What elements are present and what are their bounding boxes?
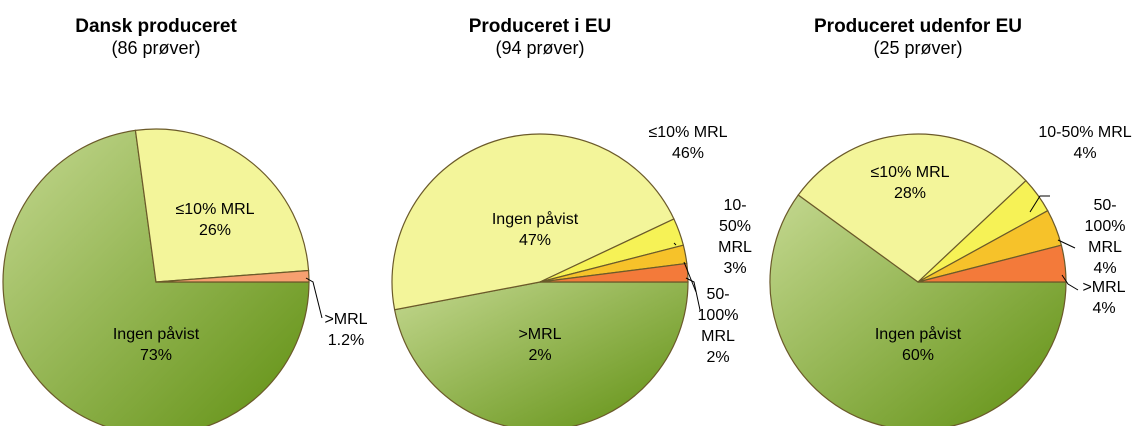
slice-label: 10-50% MRL 4% — [1030, 122, 1136, 164]
category-label: Ingen påvist — [491, 211, 579, 228]
slice-label: 50-100% MRL 4% — [1083, 195, 1127, 279]
category-label: ≤10% MRL — [870, 164, 950, 181]
chart-header: Produceret udenfor EU (25 prøver) — [814, 16, 1022, 58]
slice-label: Ingen påvist 60% — [858, 324, 978, 366]
value-label: 2% — [706, 349, 730, 366]
slice-label: Ingen påvist 73% — [96, 324, 216, 366]
category-label: >MRL — [1082, 279, 1126, 296]
pie-slice — [393, 281, 689, 426]
pie-slice — [797, 133, 1027, 283]
category-label: 10-50% MRL — [1038, 124, 1132, 141]
chart-subtitle: (94 prøver) — [495, 38, 585, 58]
category-label: >MRL — [518, 326, 562, 343]
slice-label: ≤10% MRL 26% — [160, 199, 270, 241]
value-label: 3% — [723, 260, 747, 277]
value-label: 46% — [671, 145, 705, 162]
value-label: 2% — [528, 347, 552, 364]
value-label: 28% — [893, 185, 927, 202]
chart-title: Produceret i EU — [468, 16, 612, 37]
leader-line — [683, 261, 697, 293]
pie-slice — [2, 129, 310, 426]
slice-label: 10-50% MRL 3% — [713, 195, 757, 279]
pie-slice — [539, 262, 689, 283]
category-label: >MRL — [324, 311, 368, 328]
value-label: 73% — [139, 347, 173, 364]
chart-title: Dansk produceret — [75, 16, 237, 37]
category-label: 50-100% MRL — [697, 286, 739, 345]
slice-label: 50-100% MRL 2% — [688, 284, 748, 368]
category-label: 50-100% MRL — [1084, 197, 1126, 256]
chart-header: Produceret i EU (94 prøver) — [469, 16, 612, 58]
leader-line — [1061, 274, 1079, 291]
slice-label: Ingen påvist 47% — [480, 209, 590, 251]
value-label: 26% — [198, 222, 232, 239]
value-label: 4% — [1092, 300, 1116, 317]
leader-line — [305, 277, 323, 319]
pie-slice — [917, 244, 1067, 283]
chart-header: Dansk produceret (86 prøver) — [75, 16, 237, 58]
pie-slice — [155, 269, 310, 283]
pie-slice — [769, 194, 1067, 426]
value-label: 4% — [1093, 260, 1117, 277]
chart-title: Produceret udenfor EU — [814, 16, 1022, 37]
value-label: 47% — [518, 232, 552, 249]
category-label: Ingen påvist — [112, 326, 200, 343]
leader-line — [673, 242, 677, 246]
category-label: ≤10% MRL — [175, 201, 255, 218]
slice-label: ≤10% MRL 46% — [633, 122, 743, 164]
value-label: 1.2% — [327, 332, 365, 349]
pie-slice — [391, 133, 675, 311]
slice-label: >MRL 2% — [480, 324, 600, 366]
value-label: 60% — [901, 347, 935, 364]
leader-line — [1029, 195, 1050, 213]
pie-slice — [134, 128, 310, 283]
slice-label: ≤10% MRL 28% — [855, 162, 965, 204]
slice-label: >MRL 1.2% — [316, 309, 376, 351]
leader-line — [685, 277, 701, 311]
slice-label: >MRL 4% — [1074, 277, 1134, 319]
category-label: 10-50% MRL — [718, 197, 752, 256]
value-label: 4% — [1073, 145, 1097, 162]
chart-subtitle: (86 prøver) — [111, 38, 201, 58]
category-label: ≤10% MRL — [648, 124, 728, 141]
category-label: Ingen påvist — [874, 326, 962, 343]
chart-subtitle: (25 prøver) — [873, 38, 963, 58]
leader-line — [1057, 239, 1076, 249]
